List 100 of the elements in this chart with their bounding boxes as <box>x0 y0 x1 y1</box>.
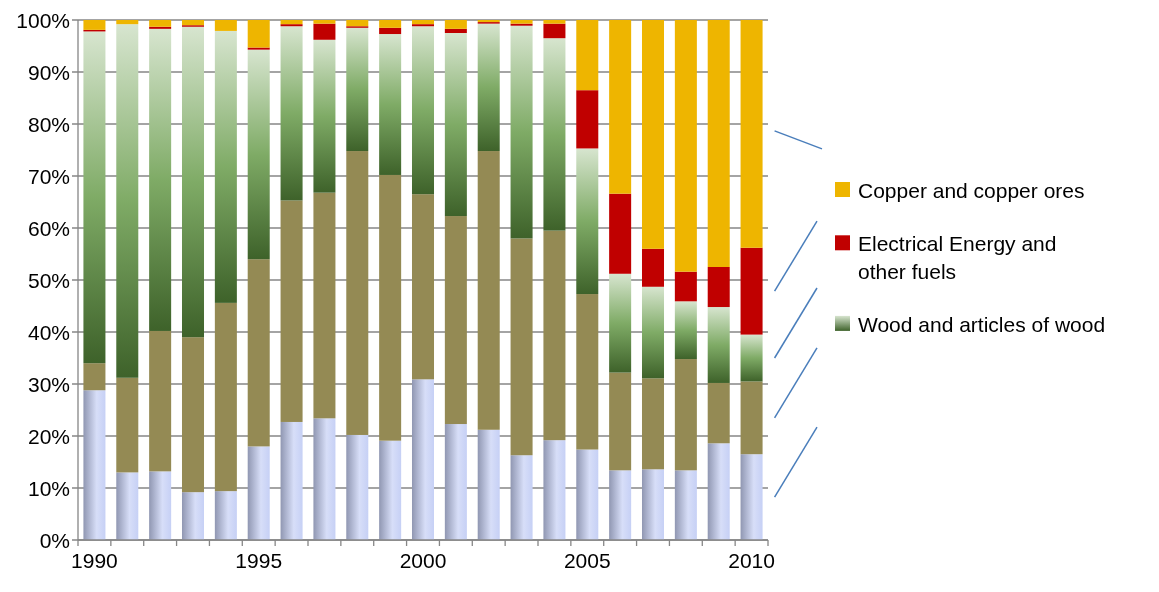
bar <box>674 271 697 302</box>
bar <box>181 26 205 338</box>
bar <box>214 491 237 540</box>
bar <box>181 20 205 26</box>
y-tick-label: 30% <box>27 372 70 396</box>
bar <box>247 259 270 447</box>
bar <box>149 28 172 331</box>
bar <box>510 238 533 456</box>
bar <box>411 26 435 195</box>
bar <box>379 34 402 175</box>
bar <box>116 472 139 540</box>
bar <box>280 20 303 25</box>
bar <box>149 26 172 29</box>
y-tick-label: 10% <box>27 476 70 500</box>
bar <box>707 307 730 383</box>
bar <box>181 337 205 493</box>
y-tick-label: 70% <box>27 164 70 188</box>
bar <box>83 31 106 364</box>
bar <box>609 193 632 274</box>
y-tick-label: 40% <box>27 320 70 344</box>
bar <box>444 216 467 425</box>
bar <box>444 28 467 33</box>
bar <box>247 47 270 50</box>
bar <box>740 381 763 455</box>
legend-label: Electrical Energy and other fuels <box>858 231 1057 283</box>
y-tick-label: 100% <box>16 8 70 32</box>
bar <box>149 20 172 27</box>
legend-label: Wood and articles of wood <box>858 312 1106 336</box>
bar <box>543 38 566 231</box>
bar <box>609 20 632 194</box>
bar <box>280 421 303 540</box>
x-tick-label: 2000 <box>399 549 447 572</box>
bar <box>674 20 697 272</box>
legend-label: Copper and copper ores <box>858 178 1085 202</box>
bar <box>149 330 172 472</box>
y-tick-label: 20% <box>27 424 70 448</box>
bar <box>346 20 369 27</box>
bar <box>313 418 336 540</box>
bar <box>543 20 566 24</box>
bar <box>477 429 500 540</box>
bar <box>510 25 533 239</box>
bar <box>214 20 237 31</box>
bar <box>641 286 665 379</box>
bar <box>576 449 599 540</box>
bar <box>609 372 632 471</box>
bar <box>444 424 467 540</box>
bar <box>740 454 763 540</box>
bar <box>214 302 237 492</box>
bar <box>740 20 763 248</box>
bar <box>149 471 172 540</box>
bar <box>313 39 336 193</box>
bar <box>609 470 632 540</box>
bar <box>346 151 369 435</box>
y-tick-label: 0% <box>39 528 70 552</box>
bar <box>477 23 500 152</box>
bar <box>247 49 270 260</box>
bar <box>444 20 467 29</box>
bar <box>543 23 566 39</box>
bar <box>116 377 139 473</box>
bar <box>280 26 303 201</box>
bar <box>707 382 730 444</box>
bar <box>280 24 303 27</box>
bar <box>313 23 336 40</box>
bar <box>444 33 467 217</box>
bar <box>83 363 106 391</box>
x-tick-label: 1990 <box>71 549 118 572</box>
bar <box>674 359 697 471</box>
bar <box>674 470 697 540</box>
bar <box>641 20 665 249</box>
bar <box>641 248 665 287</box>
bar <box>576 148 599 295</box>
bar <box>674 301 697 360</box>
bar <box>543 230 566 441</box>
x-tick-label: 2005 <box>563 549 611 572</box>
bar <box>346 27 369 152</box>
bar <box>313 192 336 419</box>
bar <box>83 20 106 30</box>
bar <box>379 20 402 28</box>
x-tick-label: 2010 <box>728 549 775 572</box>
bar <box>116 24 139 378</box>
bar <box>411 20 435 25</box>
bar <box>740 247 763 335</box>
y-tick-label: 90% <box>27 60 70 84</box>
bar <box>346 434 369 540</box>
y-tick-label: 60% <box>27 216 70 240</box>
bar <box>379 440 402 540</box>
bar <box>641 378 665 470</box>
bar <box>543 440 566 540</box>
bar <box>609 273 632 373</box>
bar <box>247 20 270 48</box>
bar <box>116 20 139 25</box>
bar <box>181 492 205 540</box>
bar <box>510 455 533 540</box>
bar <box>576 90 599 149</box>
bar <box>379 27 402 35</box>
bar <box>707 267 730 308</box>
bar <box>576 20 599 91</box>
bar <box>411 379 435 540</box>
bar <box>214 30 237 303</box>
x-tick-label: 1995 <box>235 549 283 572</box>
